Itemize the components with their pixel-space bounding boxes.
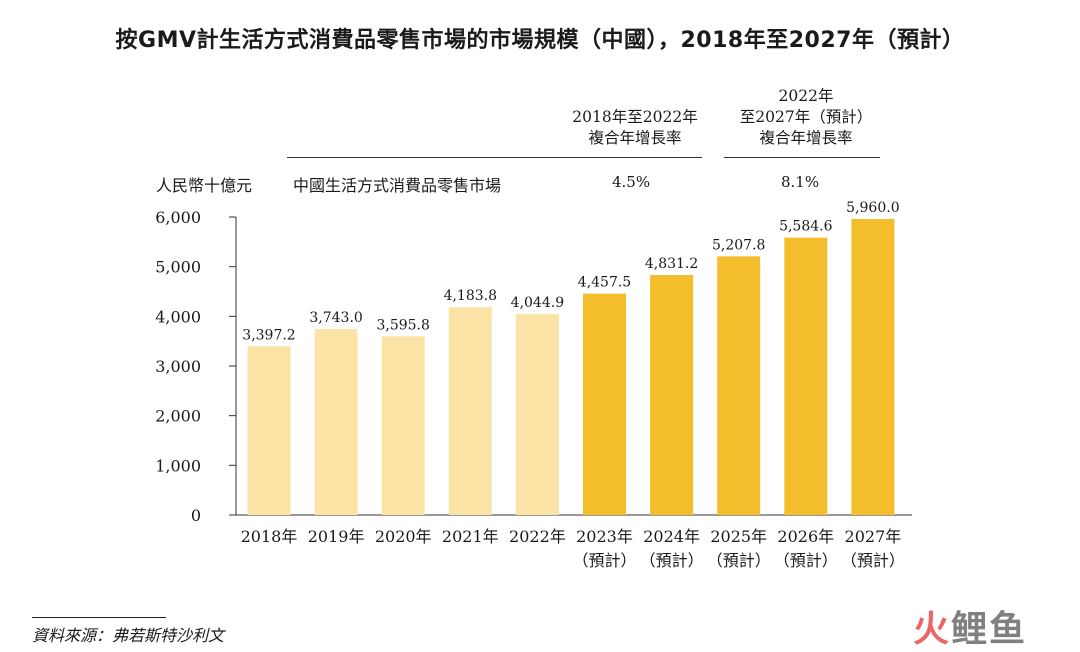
- x-tick-label: 2025年: [710, 527, 767, 546]
- footnote-rule: [32, 617, 166, 618]
- data-label: 5,960.0: [846, 200, 899, 216]
- data-label: 3,397.2: [242, 327, 295, 343]
- x-tick-label: 2027年: [845, 527, 902, 546]
- cagr1-line-1: 2018年至2022年: [572, 108, 698, 126]
- cagr1-line-2: 複合年增長率: [588, 129, 682, 147]
- x-tick-label: 2021年: [442, 527, 499, 546]
- bar: [381, 336, 425, 515]
- data-label: 3,743.0: [309, 310, 362, 326]
- cagr2-line-2: 至2027年（預計）: [739, 108, 873, 126]
- x-labels: 2018年 2019年 2020年 2021年 2022年 2023年 （預計） 2024年 （…: [241, 527, 905, 570]
- bar: [717, 256, 761, 515]
- x-tick-sublabel: （預計）: [841, 551, 905, 570]
- data-label: 4,044.9: [511, 295, 564, 311]
- bar: [650, 275, 694, 515]
- cagr1-value: 4.5%: [612, 173, 651, 191]
- watermark-part2: 鲤鱼: [951, 609, 1028, 650]
- y-tick-label: 2,000: [155, 407, 201, 426]
- x-tick-label: 2023年: [576, 527, 633, 546]
- x-tick-label: 2022年: [509, 527, 566, 546]
- y-tick-label: 0: [191, 506, 201, 525]
- bar: [515, 314, 559, 515]
- chart-title: 按GMV計生活方式消費品零售市場的市場規模（中國），2018年至2027年（預計…: [115, 28, 965, 53]
- cagr2-line-1: 2022年: [778, 87, 834, 105]
- bar: [851, 218, 895, 515]
- x-tick-sublabel: （預計）: [774, 551, 838, 570]
- unit-label: 人民幣十億元: [156, 176, 253, 195]
- x-tick-label: 2019年: [308, 527, 365, 546]
- y-tick-label: 6,000: [155, 208, 201, 227]
- x-tick-label: 2024年: [643, 527, 700, 546]
- source-note: 資料來源：弗若斯特沙利文: [32, 626, 225, 645]
- cagr-header-2018-2022: 2018年至2022年 複合年增長率: [555, 107, 715, 149]
- x-tick-sublabel: （預計）: [707, 551, 771, 570]
- watermark-logo: 火鲤鱼: [913, 600, 1027, 652]
- cagr2-line-3: 複合年增長率: [759, 129, 853, 147]
- x-tick-sublabel: （預計）: [572, 551, 636, 570]
- bar: [583, 293, 626, 515]
- bar: [784, 237, 828, 515]
- data-label: 5,207.8: [712, 237, 765, 253]
- y-tick-label: 3,000: [155, 357, 201, 376]
- watermark-part1: 火: [913, 609, 952, 650]
- bar: [448, 307, 492, 515]
- bars: [247, 218, 895, 515]
- y-tick-label: 4,000: [155, 307, 201, 326]
- cagr2-value: 8.1%: [781, 173, 820, 191]
- bar: [247, 346, 291, 515]
- data-label: 4,831.2: [645, 256, 698, 272]
- market-row-label: 中國生活方式消費品零售市場: [293, 176, 502, 195]
- x-tick-label: 2018年: [241, 527, 298, 546]
- x-tick-sublabel: （預計）: [640, 551, 704, 570]
- y-tick-label: 5,000: [155, 258, 201, 277]
- data-label: 4,457.5: [578, 275, 631, 291]
- bar: [314, 329, 358, 515]
- header-rule-left: [287, 157, 702, 158]
- header-rule-right: [724, 157, 880, 158]
- y-ticks: 0 1,000 2,000 3,000 4,000 5,000 6,000: [155, 208, 236, 525]
- x-tick-label: 2020年: [375, 527, 432, 546]
- cagr-header-2022-2027: 2022年 至2027年（預計） 複合年增長率: [722, 86, 890, 149]
- y-tick-label: 1,000: [155, 456, 201, 475]
- x-tick-label: 2026年: [777, 527, 834, 546]
- data-label: 5,584.6: [779, 219, 833, 235]
- data-label: 4,183.8: [444, 288, 497, 304]
- value-labels: 3,397.2 3,743.0 3,595.8 4,183.8 4,044.9 4,457…: [242, 200, 899, 343]
- data-label: 3,595.8: [376, 317, 429, 333]
